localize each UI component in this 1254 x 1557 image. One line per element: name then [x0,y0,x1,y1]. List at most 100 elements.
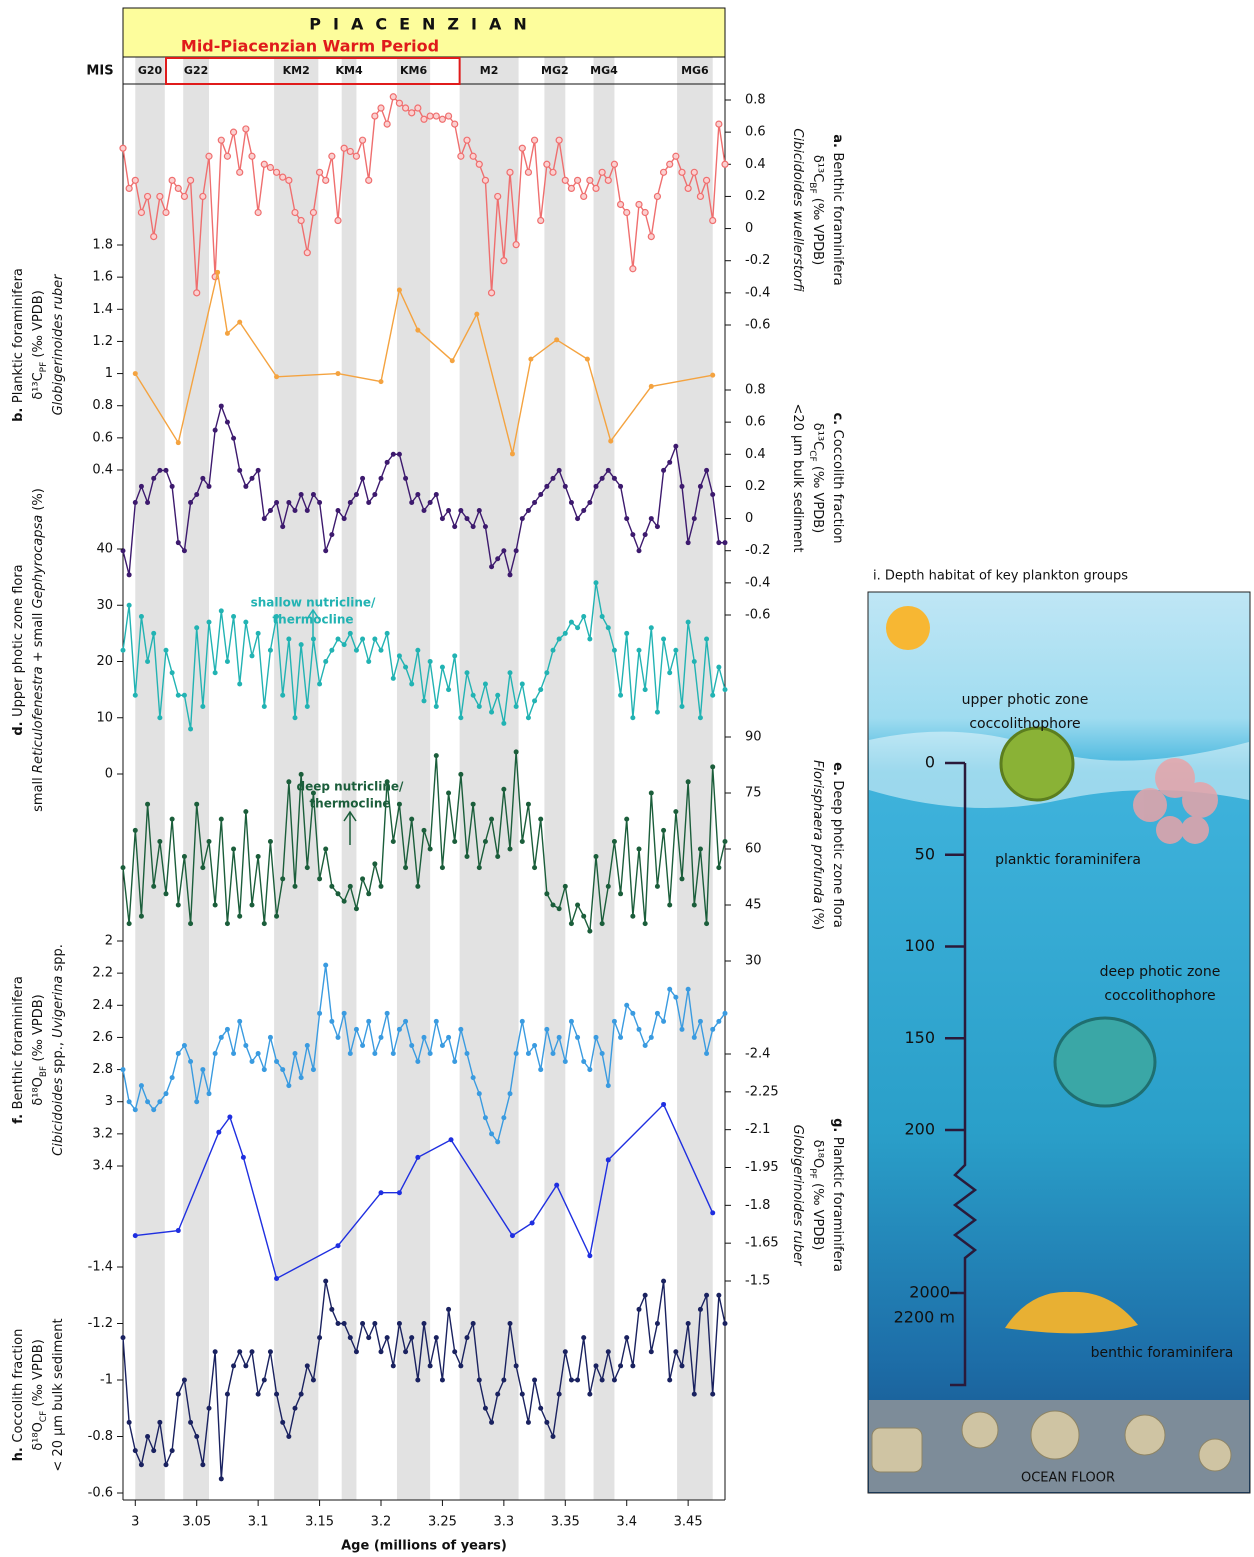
data-point [200,704,206,709]
data-point [329,1306,335,1312]
data-point [710,1210,716,1216]
data-point [243,1042,249,1048]
data-point [378,379,384,385]
data-point [426,112,434,120]
data-point [181,853,187,859]
data-point [132,827,138,833]
data-point [618,1363,624,1369]
data-point [132,692,138,698]
data-point [237,1018,243,1024]
data-point [175,902,181,908]
data-point [593,483,599,489]
group-label: deep photic zone [1100,964,1221,980]
data-point [390,1051,396,1056]
data-point [261,704,267,709]
data-point [353,906,359,912]
data-point [581,1059,587,1065]
title-segment: CF [39,1411,49,1422]
data-point [126,921,132,927]
data-point [274,1391,280,1397]
data-point [448,1137,454,1143]
data-point [215,269,221,275]
data-point [169,1448,175,1454]
y-axis-title-line: Cibicidoides spp., Uvigerina spp. [51,944,66,1156]
data-point [218,1034,224,1040]
data-point [280,876,286,882]
data-point [722,839,728,845]
title-segment: δ¹⁸O [31,1422,46,1451]
data-point [587,1067,593,1073]
data-point [174,184,182,192]
data-point [255,630,261,636]
title-segment: <20 µm bulk sediment [791,403,806,552]
data-point [181,548,187,554]
data-point [710,1026,716,1032]
data-point [648,383,654,389]
data-point [501,1115,507,1121]
data-point [452,1349,458,1355]
data-point [544,1419,550,1425]
data-point [409,816,415,822]
data-point [642,1042,648,1048]
data-point [396,287,402,293]
data-point [340,144,348,152]
data-point [132,371,138,377]
data-point [439,1377,445,1383]
data-point [212,1051,218,1056]
y-tick-label: 2.6 [92,1030,113,1045]
data-point [470,801,476,807]
data-point [599,614,605,619]
title-segment: spp. [51,944,66,976]
data-point [280,1419,286,1425]
data-point [243,1363,249,1369]
data-point [309,208,318,217]
data-point [464,853,470,859]
data-point [599,475,605,481]
data-point [439,664,445,670]
data-point [458,771,464,777]
depth-label: 2200 m [894,1308,955,1327]
data-point [335,1321,341,1326]
data-point [169,483,175,489]
data-point [654,1010,660,1016]
data-point [341,642,347,648]
data-point [568,500,574,505]
data-point [550,475,556,481]
y-tick-label: -0.6 [745,318,770,333]
data-point [200,1462,206,1468]
data-point [274,1059,280,1065]
y-tick-label: 0 [105,767,113,782]
data-point [360,876,366,882]
y-tick-label: 0 [745,221,753,236]
data-point [722,1010,728,1016]
data-point [716,664,722,670]
data-point [716,540,722,546]
data-point [360,475,366,481]
data-point [231,614,237,619]
data-point [616,200,625,209]
data-point [501,1377,507,1383]
data-point [685,986,691,992]
title-segment: BF [808,182,818,193]
data-point [188,921,194,927]
title-segment: + small [31,608,46,666]
data-point [525,801,531,807]
y-axis-title-line: < 20 µm bulk sediment [51,1318,66,1471]
data-point [507,1321,513,1326]
data-point [610,160,619,168]
y-tick-label: 2 [105,934,113,949]
data-point [286,1083,292,1089]
data-point [685,540,691,546]
data-point [298,1391,304,1397]
data-point [328,152,336,160]
data-point [279,173,287,181]
data-point [568,1018,574,1024]
data-point [586,176,594,184]
y-axis-title: h. Coccolith fraction δ¹⁸OCF (‰ VPDB) < 20… [11,1318,66,1471]
data-point [630,1010,636,1016]
data-point [181,1377,187,1383]
data-point [666,160,674,168]
data-point [181,692,187,698]
data-point [654,883,660,889]
data-point [384,630,390,636]
